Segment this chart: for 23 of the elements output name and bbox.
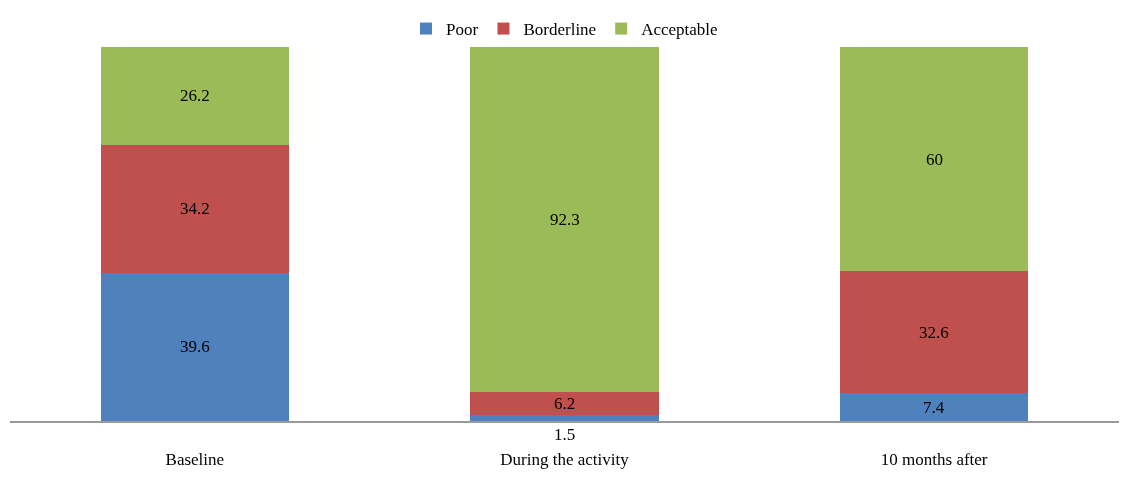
x-tick-label: During the activity: [500, 450, 630, 470]
bar: [470, 392, 659, 416]
legend-label: Borderline: [523, 20, 597, 40]
bar: [100, 144, 290, 273]
data-label: 6.2: [554, 394, 576, 413]
x-tick-label: Baseline: [165, 450, 225, 470]
data-label: 7.4: [923, 398, 945, 417]
x-tick-label: 10 months after: [880, 450, 988, 470]
data-label: 1.5: [554, 425, 576, 444]
data-label: 92.3: [550, 210, 580, 229]
bar: [100, 272, 290, 421]
bar: [100, 47, 290, 145]
bar: [470, 415, 659, 421]
bar: [839, 47, 1029, 272]
legend-label: Poor: [446, 20, 479, 40]
bar: [839, 393, 1029, 421]
legend-label: Acceptable: [641, 20, 718, 40]
data-label: 32.6: [919, 323, 949, 342]
bar: [839, 271, 1029, 394]
data-label: 60: [926, 150, 943, 169]
data-label: 39.6: [180, 337, 210, 356]
data-label: 26.2: [180, 86, 210, 105]
data-label: 34.2: [180, 199, 210, 218]
